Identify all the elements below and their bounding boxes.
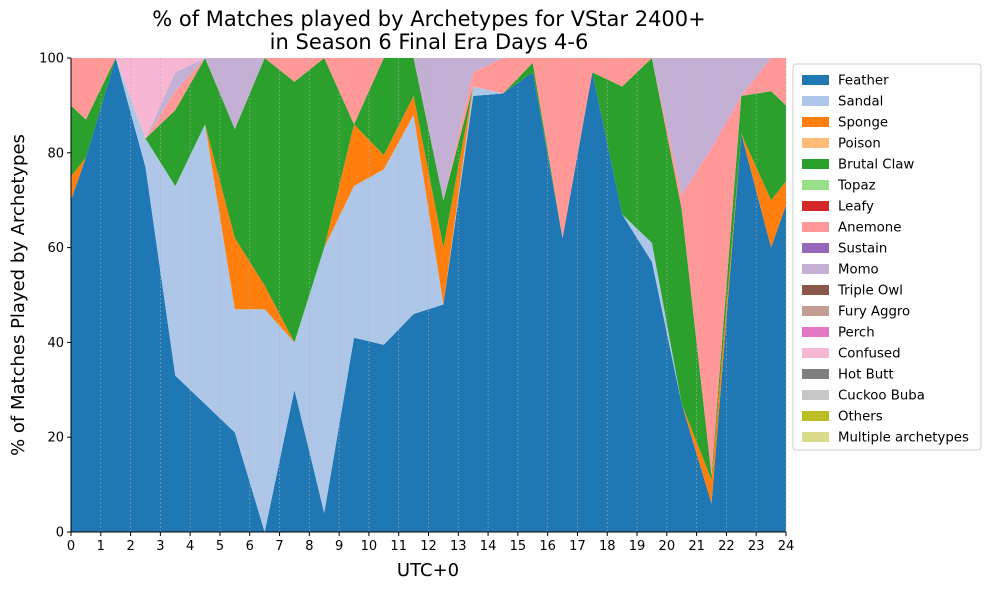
legend-swatch (802, 348, 829, 358)
y-tick-label: 80 (47, 146, 64, 161)
legend-swatch (802, 369, 829, 379)
x-tick-label: 11 (390, 539, 407, 554)
legend-swatch (802, 159, 829, 169)
legend-swatch (802, 138, 829, 148)
legend-label: Sustain (838, 242, 887, 257)
y-tick-label: 60 (47, 241, 64, 256)
y-axis-ticks: 0 20 40 60 80 100 (39, 52, 71, 541)
legend-label: Sandal (838, 95, 883, 110)
chart-title-line-1: % of Matches played by Archetypes for VS… (152, 7, 706, 31)
x-tick-label: 23 (748, 539, 765, 554)
area-anemone (71, 58, 786, 476)
legend-label: Topaz (837, 179, 876, 194)
legend-swatch (802, 432, 829, 442)
x-axis-label: UTC+0 (397, 560, 459, 581)
y-tick-label: 20 (47, 431, 64, 446)
legend: Feather Sandal Sponge Poison Brutal Claw Topa… (792, 63, 982, 451)
area-confused (71, 58, 786, 139)
legend-swatch (802, 96, 829, 106)
legend-swatch (802, 243, 829, 253)
legend-frame (792, 63, 982, 451)
y-axis-label: % of Matches Played by Archetypes (8, 134, 29, 456)
legend-label: Hot Butt (838, 368, 894, 383)
x-tick-label: 16 (539, 539, 556, 554)
chart-title: % of Matches played by Archetypes for VS… (152, 7, 706, 54)
legend-label: Triple Owl (837, 284, 903, 299)
x-tick-label: 8 (305, 539, 313, 554)
legend-swatch (802, 117, 829, 127)
x-tick-label: 15 (510, 539, 527, 554)
chart-title-line-2: in Season 6 Final Era Days 4-6 (270, 30, 589, 54)
legend-label: Others (838, 410, 883, 425)
legend-label: Leafy (838, 200, 874, 215)
legend-label: Cuckoo Buba (838, 389, 925, 404)
x-tick-label: 18 (599, 539, 616, 554)
legend-label: Sponge (838, 116, 888, 131)
legend-swatch (802, 411, 829, 421)
y-tick-label: 0 (56, 526, 64, 541)
legend-label: Perch (838, 326, 875, 341)
y-tick-label: 100 (39, 52, 64, 67)
x-tick-label: 24 (778, 539, 795, 554)
x-tick-label: 20 (659, 539, 676, 554)
x-tick-label: 9 (335, 539, 343, 554)
x-tick-label: 12 (420, 539, 437, 554)
legend-label: Fury Aggro (838, 305, 910, 320)
x-tick-label: 5 (216, 539, 224, 554)
area-momo (71, 58, 786, 201)
legend-label: Feather (838, 74, 889, 89)
legend-swatch (802, 327, 829, 337)
legend-swatch (802, 306, 829, 316)
x-tick-label: 10 (361, 539, 378, 554)
legend-label: Poison (838, 137, 881, 152)
legend-swatch (802, 390, 829, 400)
legend-swatch (802, 222, 829, 232)
legend-label: Brutal Claw (838, 158, 914, 173)
legend-label: Multiple archetypes (838, 431, 969, 446)
legend-label: Momo (838, 263, 879, 278)
x-tick-label: 7 (275, 539, 283, 554)
area-sponge (71, 58, 786, 504)
y-tick-label: 40 (47, 336, 64, 351)
legend-label: Confused (838, 347, 901, 362)
x-tick-label: 19 (629, 539, 646, 554)
x-tick-label: 3 (156, 539, 164, 554)
legend-label: Anemone (838, 221, 901, 236)
legend-swatch (802, 75, 829, 85)
x-tick-label: 17 (569, 539, 586, 554)
legend-swatch (802, 264, 829, 274)
x-tick-label: 14 (480, 539, 497, 554)
x-tick-label: 4 (186, 539, 194, 554)
x-tick-label: 0 (67, 539, 75, 554)
x-tick-label: 22 (718, 539, 735, 554)
legend-swatch (802, 201, 829, 211)
legend-swatch (802, 285, 829, 295)
x-tick-label: 6 (246, 539, 254, 554)
x-tick-label: 1 (97, 539, 105, 554)
x-tick-label: 21 (688, 539, 705, 554)
legend-swatch (802, 180, 829, 190)
area-feather (71, 58, 786, 532)
x-axis-ticks: 0 1 2 3 4 5 6 7 8 9 10 11 12 13 14 15 16 17 18 19 20 21 22 23 24 (67, 532, 794, 554)
x-tick-label: 13 (450, 539, 467, 554)
x-tick-label: 2 (126, 539, 134, 554)
